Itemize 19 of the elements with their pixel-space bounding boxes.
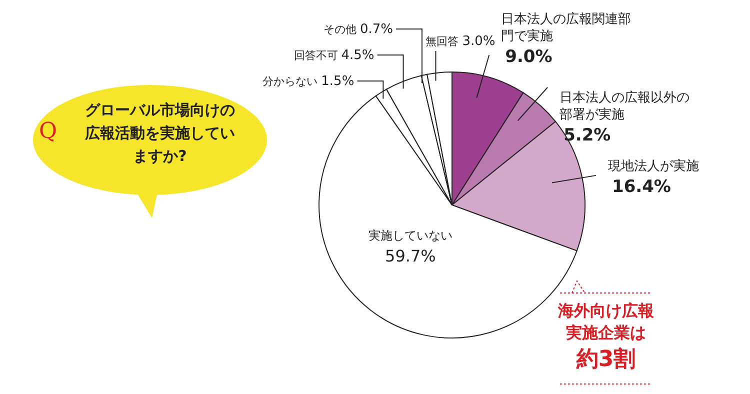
slice-label: 回答不可 xyxy=(294,49,338,62)
data-label: 1.5% xyxy=(321,74,354,89)
text: Q xyxy=(38,119,58,144)
slice-label: 分からない xyxy=(262,75,318,88)
slice-label: 実施していない xyxy=(368,228,452,242)
data-label: 3.0% xyxy=(462,34,496,49)
slice-label: その他 xyxy=(323,23,356,36)
text: 海外向け広報実施企業は約3割 xyxy=(557,301,655,372)
data-label: 0.7% xyxy=(360,22,393,37)
slice-label: 現地法人が実施 xyxy=(608,158,699,174)
data-label: 5.2% xyxy=(564,125,611,146)
slice-label: 日本法人の広報関連部門で実施 xyxy=(501,10,632,44)
data-label: 16.4% xyxy=(612,176,671,197)
slice-label: 日本法人の広報以外の部署が実施 xyxy=(560,89,690,122)
data-label: 59.7% xyxy=(385,246,436,266)
text: グローバル市場向けの広報活動を実施していますか? xyxy=(84,101,235,165)
data-label: 4.5% xyxy=(341,48,374,63)
data-label: 9.0% xyxy=(505,46,552,67)
slice-label: 無回答 xyxy=(426,35,459,48)
